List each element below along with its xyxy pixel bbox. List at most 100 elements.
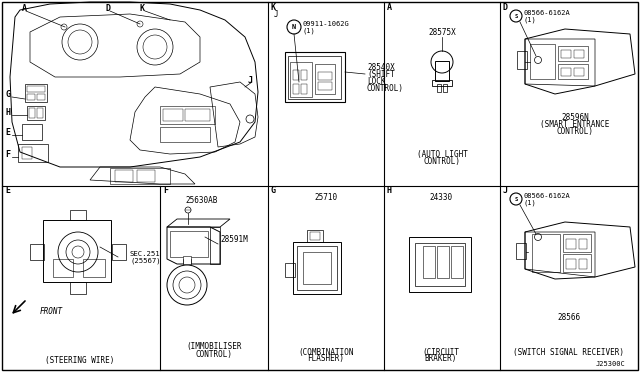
Text: 08566-6162A: 08566-6162A xyxy=(524,193,571,199)
Bar xyxy=(415,243,465,286)
Text: 28540X: 28540X xyxy=(367,62,395,71)
Text: E: E xyxy=(5,186,10,195)
Bar xyxy=(27,86,45,92)
Bar xyxy=(566,239,576,249)
Text: K: K xyxy=(271,3,276,12)
Text: E: E xyxy=(5,128,10,137)
Bar xyxy=(563,254,591,272)
Bar xyxy=(137,170,155,182)
Text: CONTROL): CONTROL) xyxy=(195,350,232,359)
Bar xyxy=(517,51,527,69)
Text: (1): (1) xyxy=(524,200,537,206)
Bar xyxy=(18,144,48,162)
Bar xyxy=(558,46,588,61)
Bar xyxy=(22,147,32,159)
Text: H: H xyxy=(387,186,392,195)
Bar xyxy=(170,231,208,257)
Bar xyxy=(432,80,452,86)
Bar xyxy=(43,220,111,282)
Text: J25300C: J25300C xyxy=(595,361,625,367)
Text: G: G xyxy=(5,90,10,99)
Bar xyxy=(574,50,584,58)
Bar xyxy=(110,168,170,184)
Bar xyxy=(318,82,332,90)
Text: (AUTO LIGHT: (AUTO LIGHT xyxy=(417,150,467,158)
Bar xyxy=(561,50,571,58)
Text: CONTROL): CONTROL) xyxy=(367,83,404,93)
Bar xyxy=(25,84,47,102)
Bar xyxy=(301,70,307,80)
Text: 28575X: 28575X xyxy=(428,28,456,36)
Bar xyxy=(303,252,331,284)
Text: SEC.251: SEC.251 xyxy=(130,251,161,257)
Text: F: F xyxy=(5,150,10,158)
Text: G: G xyxy=(271,186,276,195)
Bar xyxy=(310,232,320,240)
Text: F: F xyxy=(163,186,168,195)
Text: (1): (1) xyxy=(303,28,316,34)
Bar xyxy=(53,259,73,277)
Bar xyxy=(183,256,191,264)
Text: (SMART ENTRANCE: (SMART ENTRANCE xyxy=(540,119,610,128)
Bar xyxy=(574,68,584,76)
Bar xyxy=(301,84,307,94)
Text: CONTROL): CONTROL) xyxy=(424,157,461,166)
Bar xyxy=(423,246,435,278)
Text: N: N xyxy=(292,24,296,30)
Bar xyxy=(70,282,86,294)
Bar xyxy=(37,94,45,100)
Bar xyxy=(437,84,441,92)
Text: CONTROL): CONTROL) xyxy=(557,126,593,135)
Text: (SWITCH SIGNAL RECEIVER): (SWITCH SIGNAL RECEIVER) xyxy=(513,347,625,356)
Bar xyxy=(160,106,215,124)
Bar xyxy=(112,244,126,260)
Text: 08566-6162A: 08566-6162A xyxy=(524,10,571,16)
Text: S: S xyxy=(515,13,518,19)
Text: (25567): (25567) xyxy=(130,258,161,264)
Bar xyxy=(293,84,299,94)
Text: (1): (1) xyxy=(524,17,537,23)
Text: 28591M: 28591M xyxy=(220,234,248,244)
Bar xyxy=(579,259,587,269)
Bar xyxy=(561,68,571,76)
Text: A: A xyxy=(387,3,392,12)
Bar xyxy=(37,108,43,118)
Text: D: D xyxy=(503,3,508,12)
Bar xyxy=(30,244,44,260)
Bar xyxy=(285,263,295,277)
Text: 25710: 25710 xyxy=(314,192,337,202)
Bar xyxy=(579,239,587,249)
Bar xyxy=(307,230,323,242)
Bar xyxy=(29,108,35,118)
Bar xyxy=(163,109,183,121)
Text: (STEERING WIRE): (STEERING WIRE) xyxy=(45,356,115,365)
Text: BRAKER): BRAKER) xyxy=(425,355,457,363)
Text: J: J xyxy=(274,10,278,19)
Bar xyxy=(27,94,35,100)
Bar xyxy=(293,70,299,80)
Bar xyxy=(83,259,105,277)
Bar xyxy=(516,243,526,259)
Text: LOCK: LOCK xyxy=(367,77,385,86)
Text: S: S xyxy=(515,196,518,202)
Bar xyxy=(285,52,345,102)
Text: 25630AB: 25630AB xyxy=(185,196,218,205)
Text: J: J xyxy=(503,186,508,195)
Text: (IMMOBILISER: (IMMOBILISER xyxy=(186,343,242,352)
Bar xyxy=(315,64,335,94)
Bar xyxy=(451,246,463,278)
Text: (COMBINATION: (COMBINATION xyxy=(298,347,354,356)
Bar xyxy=(443,84,447,92)
Bar xyxy=(532,234,560,272)
Bar xyxy=(435,61,449,81)
Text: J: J xyxy=(248,76,253,84)
Bar xyxy=(70,210,86,220)
Bar xyxy=(22,124,42,140)
Text: 09911-1062G: 09911-1062G xyxy=(303,21,349,27)
Bar xyxy=(558,64,588,79)
Bar xyxy=(185,109,210,121)
Text: K: K xyxy=(140,3,145,13)
Bar xyxy=(290,62,312,97)
Text: 24330: 24330 xyxy=(429,192,452,202)
Bar xyxy=(160,127,210,142)
